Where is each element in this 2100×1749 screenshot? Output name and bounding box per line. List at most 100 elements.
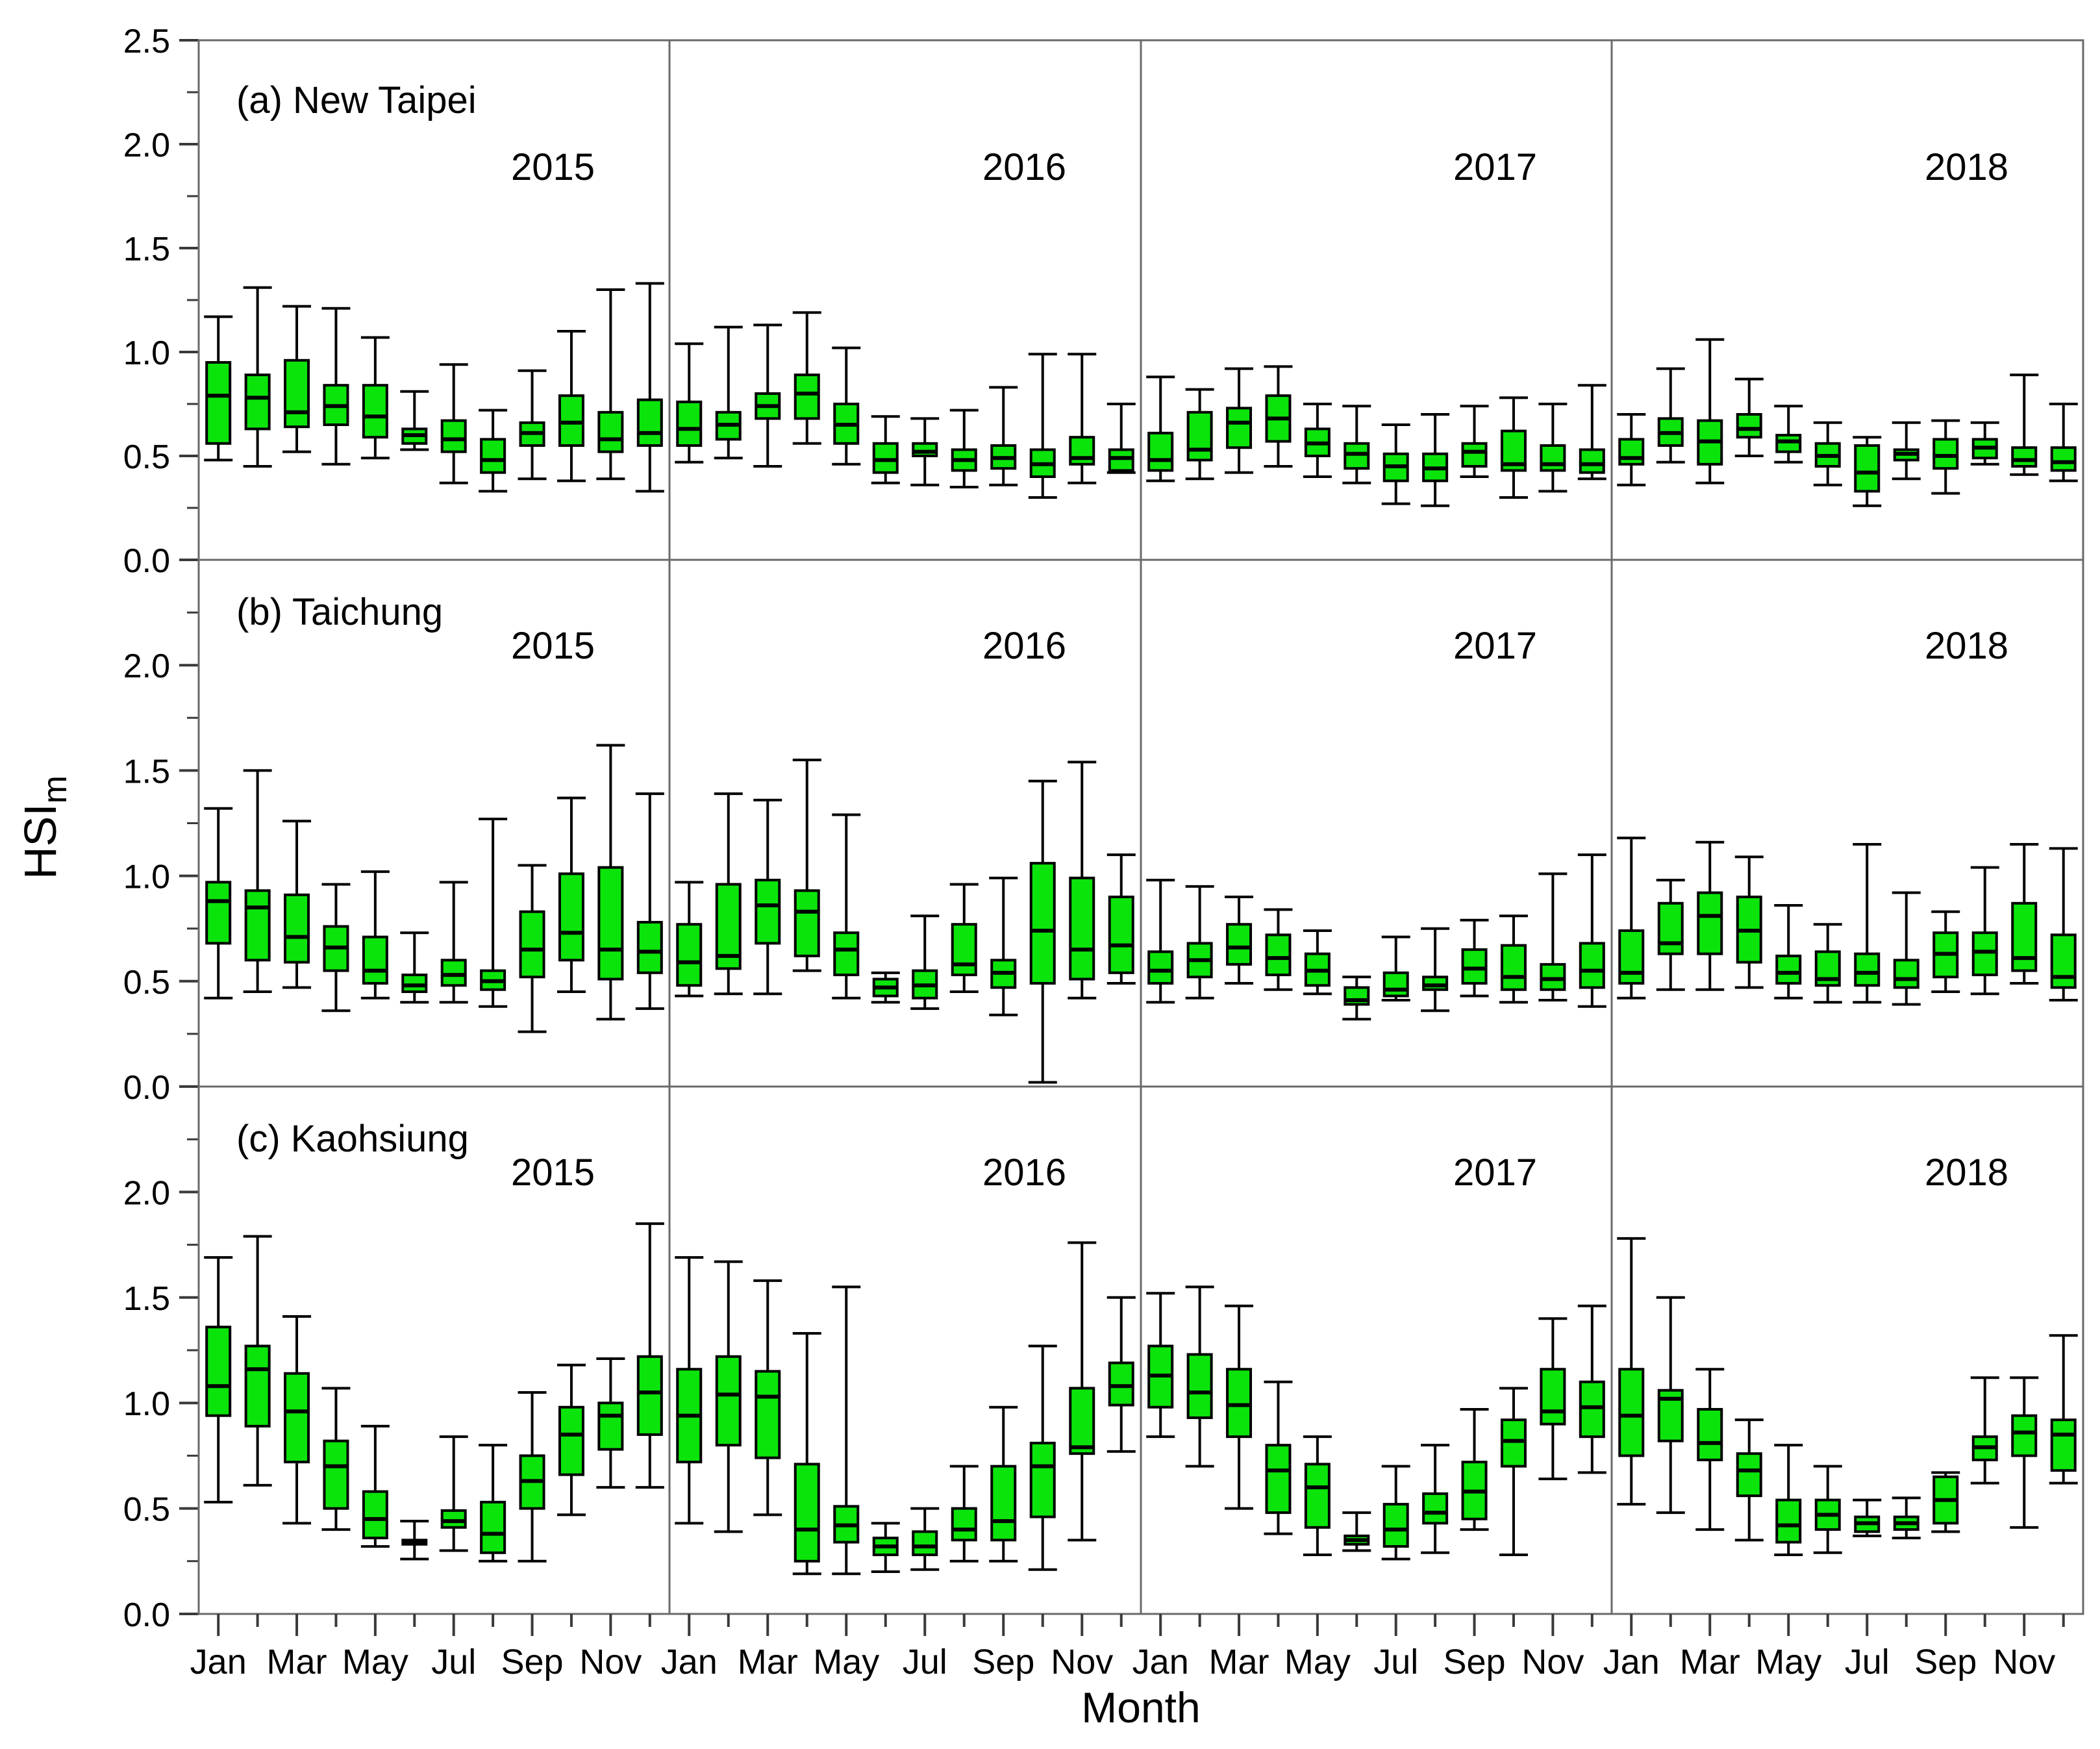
boxplot-c-2018-Oct xyxy=(1970,1376,1999,1485)
panel-a-2018 xyxy=(1610,39,2084,561)
boxplot-c-2016-Dec xyxy=(1106,1296,1136,1453)
y-tick-label: 2.0 xyxy=(123,1174,170,1212)
iqr-box xyxy=(794,1463,820,1563)
boxplot-c-2016-Nov xyxy=(1068,1241,1097,1542)
iqr-box xyxy=(1657,901,1684,955)
boxplot-b-2016-Jun xyxy=(871,971,900,1004)
boxplot-c-2016-Mar xyxy=(753,1279,782,1516)
iqr-box xyxy=(1344,442,1370,470)
boxplot-c-2017-Jul xyxy=(1381,1465,1410,1561)
iqr-box xyxy=(1893,959,1919,989)
iqr-box xyxy=(1147,950,1174,985)
iqr-box xyxy=(755,879,781,945)
y-tick-label: 1.0 xyxy=(123,1385,170,1423)
iqr-box xyxy=(1147,431,1174,472)
boxplot-a-2015-Jun xyxy=(400,390,429,451)
iqr-box xyxy=(1579,942,1605,989)
y-tick-label: 0.0 xyxy=(123,1069,170,1107)
year-label: 2017 xyxy=(1453,625,1537,667)
iqr-box xyxy=(1108,1361,1134,1407)
boxplot-b-2017-Aug xyxy=(1421,927,1450,1013)
iqr-box xyxy=(1540,963,1566,991)
boxplot-c-2015-Sep xyxy=(518,1390,547,1563)
boxplot-a-2015-Jan xyxy=(204,315,233,462)
iqr-box xyxy=(1069,436,1095,466)
boxplot-b-2015-Feb xyxy=(243,769,272,994)
boxplot-b-2018-Mar xyxy=(1695,840,1725,991)
boxplot-b-2017-Jul xyxy=(1381,935,1410,1001)
boxplot-a-2017-Apr xyxy=(1264,365,1293,468)
y-tick-label: 0.5 xyxy=(123,964,170,1001)
year-label: 2016 xyxy=(982,146,1066,188)
boxplot-c-2017-May xyxy=(1303,1435,1332,1557)
boxplot-a-2016-Jul xyxy=(910,417,940,486)
boxplot-b-2016-Jul xyxy=(910,914,940,1010)
panel-c-2018 xyxy=(1610,1085,2084,1615)
boxplot-a-2018-Sep xyxy=(1931,419,1960,495)
boxplot-c-2015-Aug xyxy=(479,1444,508,1563)
boxplot-c-2017-Oct xyxy=(1499,1387,1528,1557)
boxplot-b-2015-Oct xyxy=(556,796,586,994)
boxplot-b-2018-Jun xyxy=(1813,923,1842,1004)
iqr-box xyxy=(1304,1463,1331,1529)
month-tick-label: Nov xyxy=(579,1642,642,1681)
iqr-box xyxy=(1069,876,1095,981)
iqr-box xyxy=(1854,444,1881,493)
iqr-box xyxy=(1500,1418,1527,1468)
iqr-box xyxy=(1697,891,1723,955)
boxplot-c-2017-Dec xyxy=(1577,1304,1606,1474)
boxplot-a-2017-Sep xyxy=(1460,405,1489,478)
month-tick-label: Sep xyxy=(972,1642,1034,1681)
month-tick-label: Sep xyxy=(1914,1642,1977,1681)
boxplot-c-2016-Feb xyxy=(714,1260,743,1533)
boxplot-b-2015-Aug xyxy=(479,818,508,1008)
boxplot-b-2016-Oct xyxy=(1028,779,1057,1084)
month-tick-label: Jul xyxy=(1373,1642,1418,1681)
boxplot-a-2016-Apr xyxy=(792,311,821,445)
boxplot-b-2017-Jan xyxy=(1146,879,1175,1004)
y-tick-label: 0.0 xyxy=(123,542,170,580)
panel-city-label: (c) Kaohsiung xyxy=(236,1118,469,1160)
boxplot-c-2018-May xyxy=(1774,1444,1803,1557)
iqr-box xyxy=(755,1370,781,1459)
y-axis-title: HSIm xyxy=(15,775,74,879)
boxplot-c-2015-Feb xyxy=(243,1235,272,1487)
boxplot-a-2015-May xyxy=(360,336,390,460)
boxplot-a-2018-Nov xyxy=(2010,373,2039,476)
iqr-box xyxy=(284,1372,310,1464)
iqr-box xyxy=(1069,1387,1095,1455)
iqr-box xyxy=(951,923,977,977)
iqr-box xyxy=(794,889,820,957)
month-tick-label: Nov xyxy=(1993,1642,2055,1681)
iqr-box xyxy=(1775,434,1802,453)
iqr-box xyxy=(1265,933,1292,977)
month-tick-label: Mar xyxy=(1209,1642,1269,1681)
iqr-box xyxy=(676,923,703,987)
iqr-box xyxy=(440,959,467,987)
month-tick-label: Sep xyxy=(501,1642,563,1681)
boxplot-b-2016-Aug xyxy=(949,883,979,994)
boxplot-c-2018-Dec xyxy=(2049,1334,2078,1485)
boxplot-b-2018-Nov xyxy=(2010,842,2039,985)
y-tick-label: 1.5 xyxy=(123,753,170,790)
iqr-box xyxy=(558,394,584,447)
boxplot-a-2018-May xyxy=(1774,405,1803,464)
boxplot-c-2017-Jun xyxy=(1342,1511,1371,1552)
boxplot-b-2015-Mar xyxy=(282,820,312,989)
boxplot-a-2017-Nov xyxy=(1538,403,1568,493)
iqr-box xyxy=(872,442,899,474)
boxplot-b-2018-Dec xyxy=(2049,847,2078,1001)
boxplot-c-2016-Aug xyxy=(949,1465,979,1563)
iqr-box xyxy=(558,872,584,962)
year-label: 2018 xyxy=(1925,1151,2008,1194)
boxplot-c-2015-Apr xyxy=(321,1387,351,1531)
month-tick-label: May xyxy=(1755,1642,1821,1681)
boxplot-b-2017-Apr xyxy=(1264,908,1293,991)
boxplot-a-2016-Jun xyxy=(871,415,900,484)
iqr-box xyxy=(244,373,271,431)
iqr-box xyxy=(1500,944,1527,991)
boxplot-c-2018-Mar xyxy=(1695,1368,1725,1531)
iqr-box xyxy=(558,1405,584,1476)
boxplot-c-2018-Jun xyxy=(1813,1465,1842,1554)
iqr-box xyxy=(1775,954,1802,985)
